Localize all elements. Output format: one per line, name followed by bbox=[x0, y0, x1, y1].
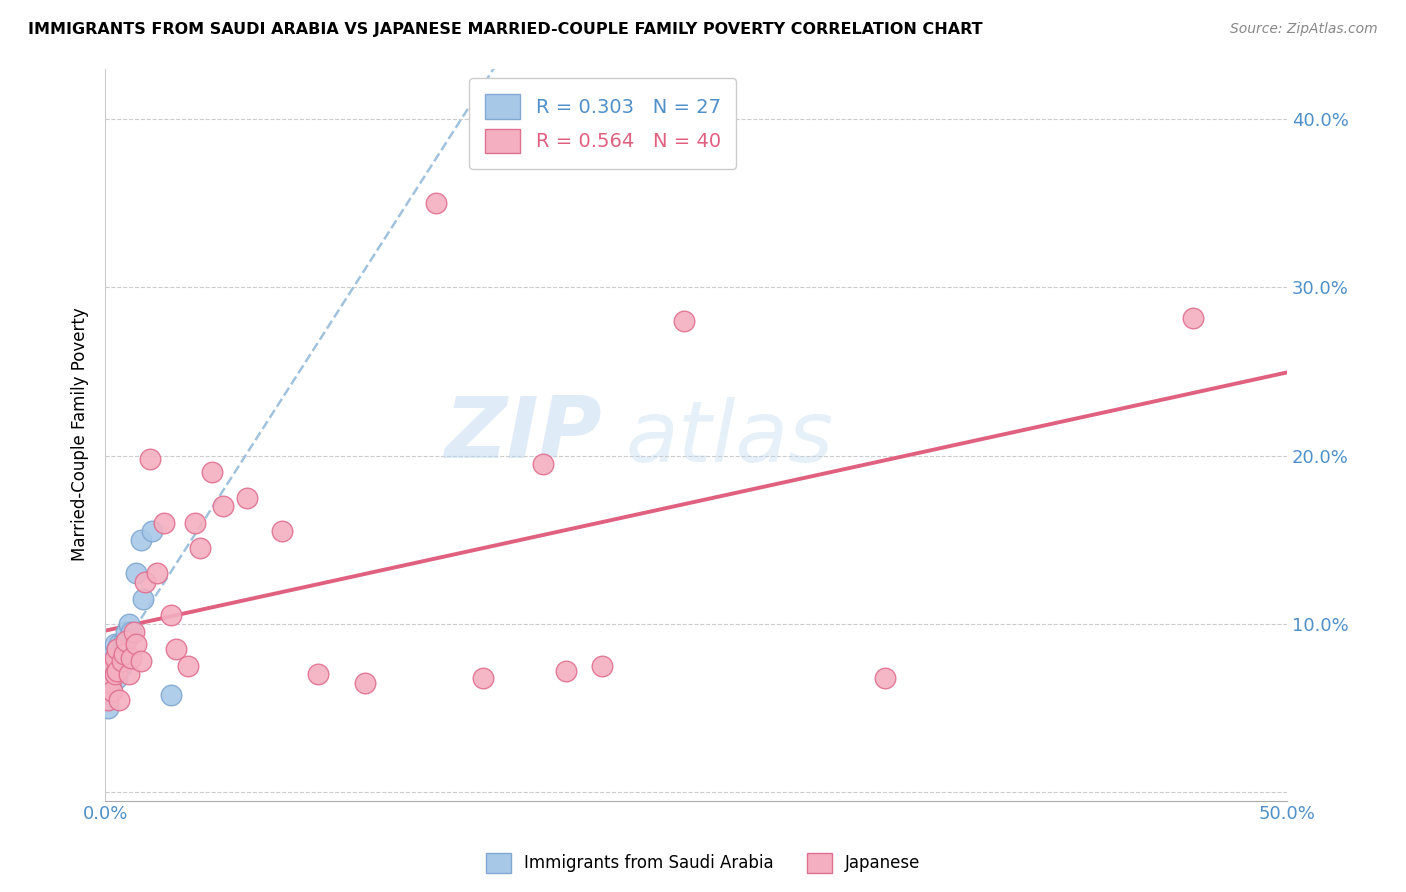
Point bbox=[184, 516, 207, 530]
Point bbox=[104, 664, 127, 678]
Point bbox=[101, 684, 124, 698]
Point bbox=[122, 625, 145, 640]
Point bbox=[673, 314, 696, 328]
Point bbox=[200, 466, 222, 480]
Point bbox=[118, 667, 141, 681]
Point bbox=[875, 671, 897, 685]
Point bbox=[146, 566, 169, 581]
Point bbox=[139, 452, 162, 467]
Point bbox=[97, 684, 120, 698]
Point bbox=[236, 491, 259, 505]
Point bbox=[112, 633, 135, 648]
Point bbox=[115, 633, 138, 648]
Point bbox=[307, 667, 329, 681]
Point bbox=[105, 642, 128, 657]
Point bbox=[354, 675, 377, 690]
Point bbox=[212, 499, 235, 513]
Point bbox=[101, 647, 124, 661]
Point bbox=[425, 196, 447, 211]
Point bbox=[153, 516, 176, 530]
Point bbox=[98, 667, 121, 681]
Point bbox=[105, 659, 128, 673]
Point bbox=[98, 659, 121, 673]
Point bbox=[555, 664, 578, 678]
Point bbox=[134, 574, 156, 589]
Point bbox=[111, 642, 134, 657]
Point bbox=[271, 524, 294, 539]
Point bbox=[104, 667, 127, 681]
Point bbox=[118, 616, 141, 631]
Point bbox=[111, 659, 134, 673]
Point bbox=[104, 650, 127, 665]
Point bbox=[125, 566, 148, 581]
Point bbox=[97, 692, 120, 706]
Point bbox=[105, 671, 128, 685]
Point bbox=[98, 675, 121, 690]
Point bbox=[129, 533, 152, 547]
Point bbox=[111, 654, 134, 668]
Text: IMMIGRANTS FROM SAUDI ARABIA VS JAPANESE MARRIED-COUPLE FAMILY POVERTY CORRELATI: IMMIGRANTS FROM SAUDI ARABIA VS JAPANESE… bbox=[28, 22, 983, 37]
Point bbox=[160, 608, 183, 623]
Point bbox=[101, 671, 124, 685]
Point bbox=[120, 625, 142, 640]
Text: Source: ZipAtlas.com: Source: ZipAtlas.com bbox=[1230, 22, 1378, 37]
Point bbox=[591, 659, 613, 673]
Point bbox=[101, 659, 124, 673]
Y-axis label: Married-Couple Family Poverty: Married-Couple Family Poverty bbox=[72, 308, 89, 561]
Text: atlas: atlas bbox=[626, 397, 834, 480]
Point bbox=[125, 637, 148, 651]
Point bbox=[104, 650, 127, 665]
Point bbox=[120, 650, 142, 665]
Point bbox=[165, 642, 187, 657]
Point bbox=[112, 647, 135, 661]
Point bbox=[108, 650, 131, 665]
Point bbox=[1181, 310, 1204, 325]
Point bbox=[104, 637, 127, 651]
Point bbox=[177, 659, 200, 673]
Point bbox=[105, 642, 128, 657]
Legend: Immigrants from Saudi Arabia, Japanese: Immigrants from Saudi Arabia, Japanese bbox=[479, 847, 927, 880]
Legend: R = 0.303   N = 27, R = 0.564   N = 40: R = 0.303 N = 27, R = 0.564 N = 40 bbox=[470, 78, 737, 169]
Point bbox=[531, 457, 554, 471]
Point bbox=[115, 625, 138, 640]
Point bbox=[98, 675, 121, 690]
Point bbox=[108, 637, 131, 651]
Point bbox=[105, 664, 128, 678]
Point bbox=[472, 671, 495, 685]
Point bbox=[108, 692, 131, 706]
Text: ZIP: ZIP bbox=[444, 393, 602, 476]
Point bbox=[141, 524, 163, 539]
Point bbox=[97, 701, 120, 715]
Point bbox=[132, 591, 155, 606]
Point bbox=[101, 659, 124, 673]
Point bbox=[188, 541, 211, 556]
Point bbox=[129, 654, 152, 668]
Point bbox=[160, 688, 183, 702]
